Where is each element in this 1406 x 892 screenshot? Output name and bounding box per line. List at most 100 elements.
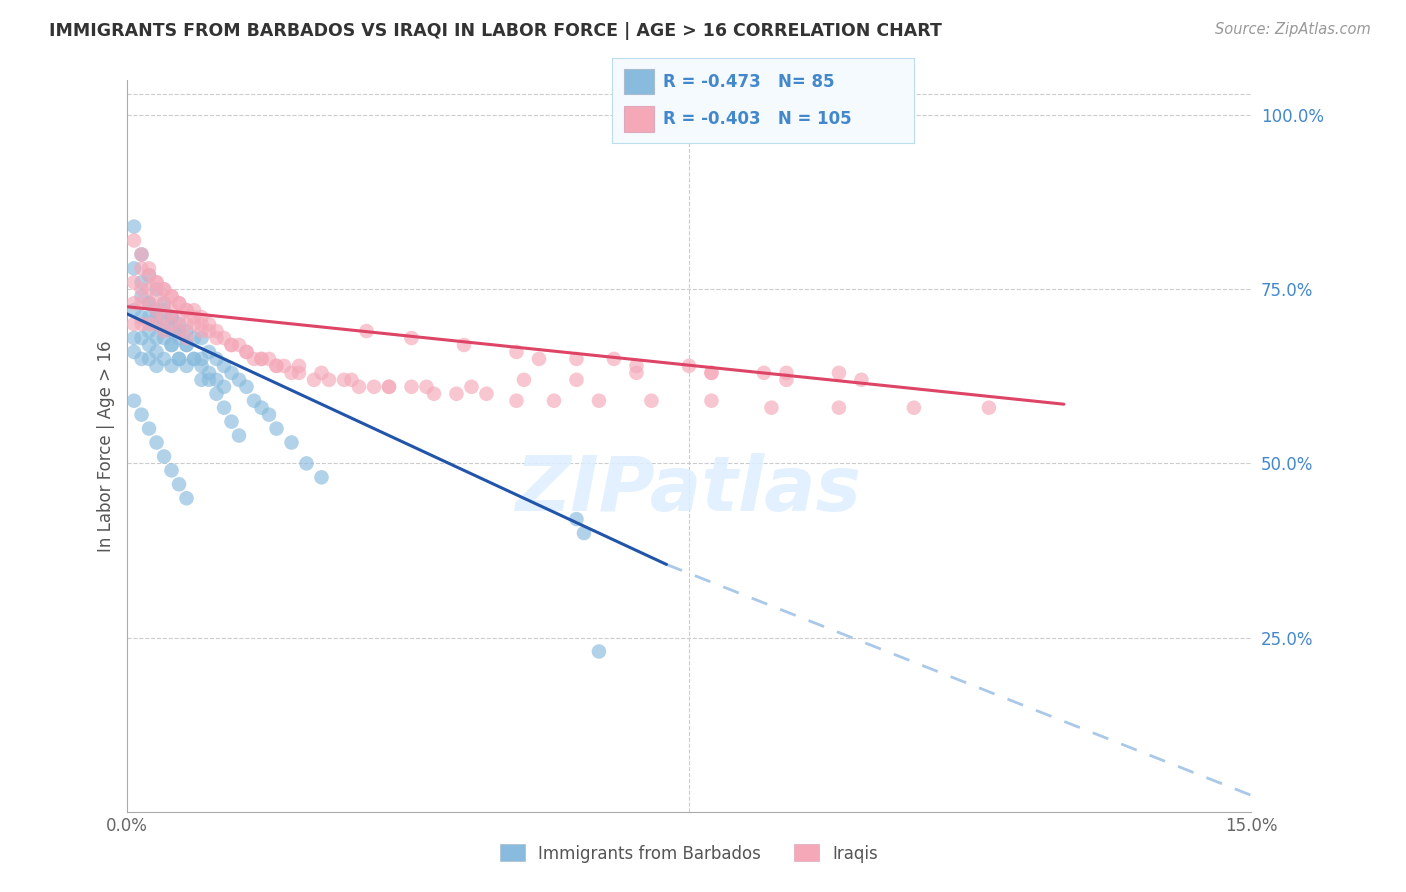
Point [131, 331, 153, 345]
Point [145, 289, 167, 303]
Point [138, 296, 160, 310]
Point [176, 303, 198, 318]
Point [160, 303, 183, 318]
Point [266, 359, 288, 373]
Point [131, 261, 153, 276]
Point [221, 338, 243, 352]
Point [131, 296, 153, 310]
Point [176, 491, 198, 506]
Point [205, 373, 228, 387]
Y-axis label: In Labor Force | Age > 16: In Labor Force | Age > 16 [97, 340, 115, 552]
Point [153, 303, 176, 318]
Point [212, 359, 235, 373]
Point [273, 359, 295, 373]
Point [167, 351, 190, 366]
Point [183, 351, 205, 366]
Point [176, 359, 198, 373]
Point [446, 386, 468, 401]
Point [122, 261, 145, 276]
Point [160, 289, 183, 303]
Point [212, 380, 235, 394]
Point [640, 393, 662, 408]
Point [138, 317, 160, 331]
Point [131, 247, 153, 261]
Point [266, 421, 288, 435]
Point [138, 268, 160, 283]
Point [250, 401, 273, 415]
Point [145, 275, 167, 289]
Point [228, 338, 250, 352]
Bar [624, 69, 654, 95]
Point [347, 380, 370, 394]
Point [205, 331, 228, 345]
Point [505, 345, 527, 359]
Point [280, 366, 302, 380]
Point [513, 373, 536, 387]
Point [977, 401, 1000, 415]
Point [153, 296, 176, 310]
Point [138, 310, 160, 325]
Point [153, 282, 176, 296]
Point [145, 359, 167, 373]
Point [543, 393, 565, 408]
Point [198, 324, 221, 338]
Point [183, 351, 205, 366]
Point [183, 310, 205, 325]
Point [311, 366, 333, 380]
Text: R = -0.473   N= 85: R = -0.473 N= 85 [664, 73, 835, 91]
Point [243, 393, 266, 408]
Point [145, 303, 167, 318]
Point [145, 282, 167, 296]
Point [700, 366, 723, 380]
Point [153, 324, 176, 338]
Point [122, 296, 145, 310]
Point [176, 303, 198, 318]
Point [243, 351, 266, 366]
Point [423, 386, 446, 401]
Point [221, 366, 243, 380]
Point [288, 359, 311, 373]
Point [626, 359, 648, 373]
Point [363, 380, 385, 394]
Point [138, 261, 160, 276]
Point [153, 282, 176, 296]
Point [153, 324, 176, 338]
Point [851, 373, 873, 387]
Point [160, 289, 183, 303]
Point [250, 351, 273, 366]
Point [775, 373, 797, 387]
Point [198, 345, 221, 359]
Point [167, 331, 190, 345]
Point [190, 373, 212, 387]
Text: Source: ZipAtlas.com: Source: ZipAtlas.com [1215, 22, 1371, 37]
Point [176, 331, 198, 345]
Point [122, 275, 145, 289]
Point [131, 351, 153, 366]
Point [160, 310, 183, 325]
Point [122, 234, 145, 248]
Point [176, 338, 198, 352]
Point [145, 275, 167, 289]
Point [678, 359, 700, 373]
Point [572, 526, 595, 541]
Point [145, 345, 167, 359]
Point [752, 366, 775, 380]
Point [198, 366, 221, 380]
Point [138, 421, 160, 435]
Point [145, 303, 167, 318]
Point [700, 393, 723, 408]
Point [145, 310, 167, 325]
Point [221, 338, 243, 352]
Point [122, 331, 145, 345]
Point [167, 324, 190, 338]
Point [122, 345, 145, 359]
Point [131, 317, 153, 331]
Point [235, 380, 257, 394]
Point [190, 331, 212, 345]
Point [138, 351, 160, 366]
Point [212, 401, 235, 415]
Point [626, 366, 648, 380]
Point [190, 310, 212, 325]
Point [700, 366, 723, 380]
Point [460, 380, 482, 394]
